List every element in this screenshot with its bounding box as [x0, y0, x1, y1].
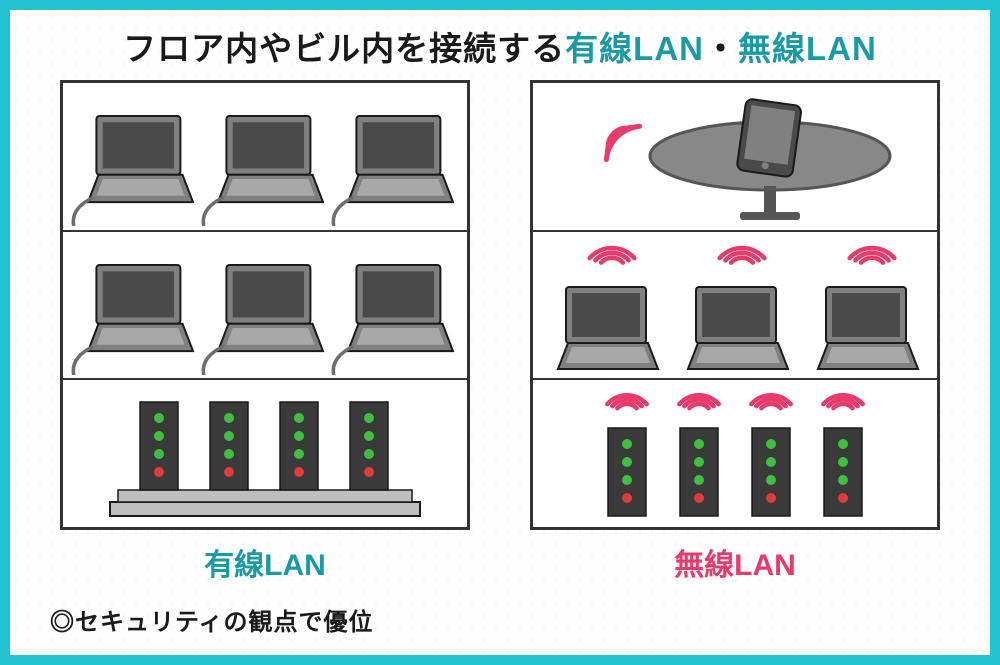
wired-laptops-row2: [70, 235, 460, 375]
wired-laptops-row1: [70, 86, 460, 226]
wireless-label: 無線LAN: [530, 540, 940, 584]
wired-label: 有線LAN: [60, 540, 470, 584]
diagram-frame: フロア内やビル内を接続する有線LAN・無線LAN 有線LAN: [0, 0, 1000, 665]
tablet-on-table: [540, 86, 930, 226]
wireless-servers-row: [540, 384, 930, 524]
wireless-panel: [530, 80, 940, 530]
title-sep: ・: [704, 30, 738, 67]
wireless-laptops-row: [540, 235, 930, 375]
wired-panel: [60, 80, 470, 530]
wired-row-3: [63, 380, 467, 527]
panels-row: 有線LAN 無線LAN: [46, 80, 954, 584]
wired-row-2: [63, 232, 467, 381]
wireless-column: 無線LAN: [530, 80, 940, 584]
title-wireless: 無線LAN: [738, 30, 877, 67]
wireless-row-1: [533, 83, 937, 232]
content: フロア内やビル内を接続する有線LAN・無線LAN 有線LAN: [10, 10, 990, 655]
wired-row-1: [63, 83, 467, 232]
page-title: フロア内やビル内を接続する有線LAN・無線LAN: [46, 22, 954, 70]
title-wired: 有線LAN: [565, 30, 704, 67]
title-prefix: フロア内やビル内を接続する: [123, 30, 565, 67]
wired-column: 有線LAN: [60, 80, 470, 584]
wireless-row-3: [533, 380, 937, 527]
wired-servers-row: [70, 384, 460, 524]
security-note: ◎セキュリティの観点で優位: [50, 602, 954, 637]
wireless-row-2: [533, 232, 937, 381]
